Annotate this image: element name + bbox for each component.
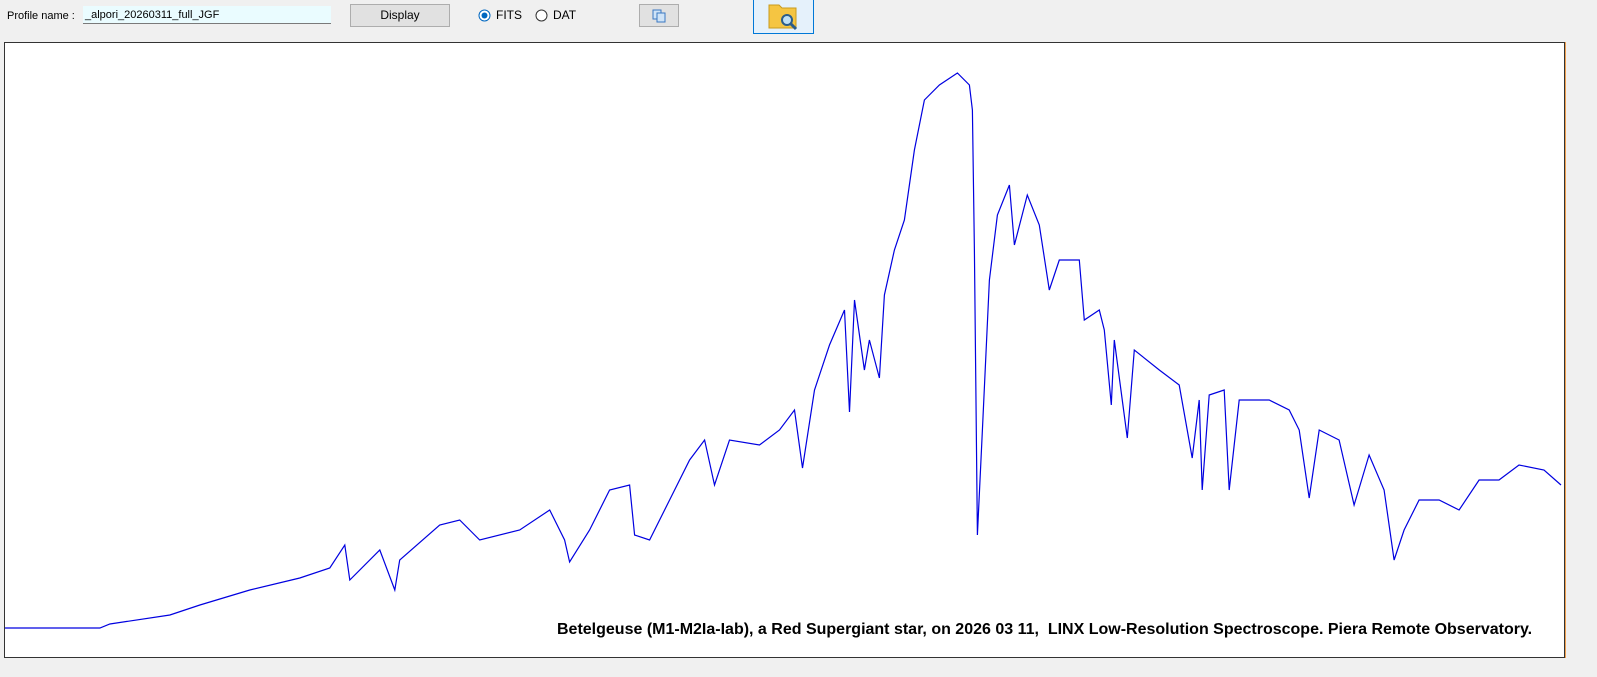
- spectrum-chart: [5, 72, 1562, 629]
- radio-label: DAT: [553, 8, 577, 22]
- window-edge: [1565, 42, 1566, 658]
- radio-label: FITS: [496, 8, 522, 22]
- chart-caption: Betelgeuse (M1-M2Ia-Iab), a Red Supergia…: [557, 621, 1533, 638]
- profile-label: Profile name :: [7, 10, 75, 22]
- radio-circle: [535, 9, 548, 21]
- display-button[interactable]: Display: [350, 4, 450, 27]
- open-folder-button[interactable]: [753, 0, 814, 34]
- copy-icon: [652, 9, 666, 23]
- spectrum-line: [5, 72, 1562, 629]
- copy-button[interactable]: [639, 4, 679, 27]
- profile-input[interactable]: _alpori_20260311_full_JGF: [83, 6, 331, 24]
- radio-circle: [478, 9, 491, 21]
- radio-option[interactable]: DAT: [535, 8, 576, 22]
- plot-area: [4, 42, 1565, 658]
- radio-option[interactable]: FITS: [478, 8, 522, 22]
- folder-icon: [768, 4, 798, 31]
